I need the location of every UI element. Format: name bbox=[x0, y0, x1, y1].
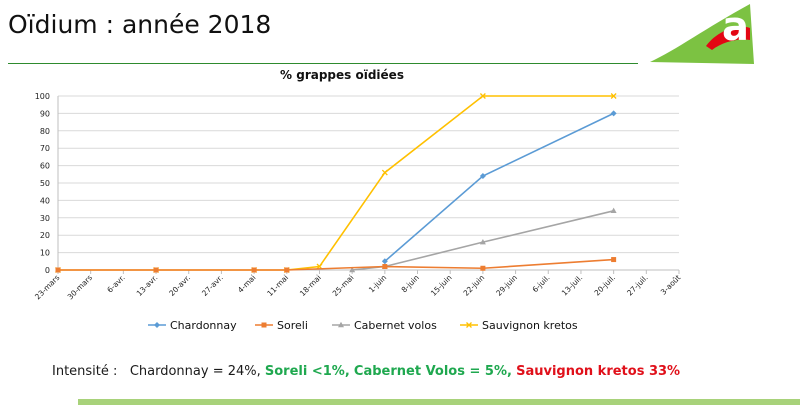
point-sauvignon-kretos bbox=[381, 169, 388, 176]
point-chardonnay bbox=[381, 258, 388, 265]
point-soreli bbox=[284, 267, 290, 273]
point-chardonnay bbox=[479, 173, 486, 180]
point-cabernet-volos bbox=[349, 266, 356, 273]
point-cabernet-volos bbox=[479, 238, 486, 245]
intensity-soreli: Soreli <1%, bbox=[264, 364, 350, 379]
logo-red-swoosh bbox=[706, 26, 750, 50]
point-soreli bbox=[251, 267, 257, 273]
point-soreli bbox=[382, 264, 388, 270]
y-tick-label: 0 bbox=[45, 266, 50, 275]
series-line-chardonnay bbox=[384, 112, 614, 262]
point-soreli bbox=[480, 265, 486, 271]
y-tick-label: 100 bbox=[35, 92, 50, 101]
x-tick-label: 22-juin bbox=[462, 273, 487, 298]
series-lines bbox=[55, 93, 617, 273]
x-tick-label: 23-mars bbox=[33, 273, 61, 301]
title-underline bbox=[8, 63, 638, 64]
y-tick-label: 90 bbox=[40, 109, 50, 118]
x-tick-label: 27-avr. bbox=[200, 273, 225, 298]
point-soreli bbox=[55, 267, 61, 273]
x-tick-label: 3-août bbox=[659, 273, 683, 297]
x-tick-label: 27-juil. bbox=[625, 273, 649, 297]
intensity-label: Intensité : bbox=[52, 364, 118, 379]
logo-letter: a bbox=[722, 4, 749, 50]
point-soreli bbox=[261, 322, 267, 328]
x-tick-label: 11-mai bbox=[265, 273, 290, 298]
x-tick-label: 8-juin bbox=[400, 273, 421, 294]
footer-bar bbox=[78, 399, 800, 405]
series-line-soreli bbox=[58, 258, 614, 271]
chart-title: % grappes oïdiées bbox=[280, 68, 404, 82]
x-tick-label: 4-mai bbox=[236, 273, 258, 295]
x-tick-label: 18-mai bbox=[298, 273, 323, 298]
slide-title: Oïdium : année 2018 bbox=[8, 10, 272, 39]
line-chart: % grappes oïdiées 0 10 20 30 40 50 60 70 80 90 100… bbox=[33, 68, 683, 332]
logo-green-swoosh bbox=[650, 4, 754, 64]
intensity-cabernet: Cabernet Volos = 5%, bbox=[353, 364, 512, 379]
y-tick-label: 40 bbox=[40, 196, 50, 205]
x-tick-label: 30-mars bbox=[66, 273, 94, 301]
intensity-line: Intensité : Chardonnay = 24%, Soreli <1%… bbox=[52, 364, 680, 379]
point-cabernet-volos bbox=[610, 207, 617, 214]
y-tick-label: 60 bbox=[40, 162, 50, 171]
x-tick-label: 6-juil. bbox=[531, 273, 552, 294]
x-tick-label: 25-mai bbox=[331, 273, 356, 298]
legend-label: Sauvignon kretos bbox=[482, 319, 578, 332]
point-sauvignon-kretos bbox=[610, 93, 617, 99]
y-tick-label: 80 bbox=[40, 127, 50, 136]
point-soreli bbox=[153, 267, 159, 273]
point-sauvignon-kretos bbox=[479, 93, 486, 99]
point-chardonnay bbox=[610, 110, 617, 117]
y-tick-label: 70 bbox=[40, 144, 50, 153]
legend-label: Cabernet volos bbox=[354, 319, 437, 332]
gridlines bbox=[58, 95, 679, 271]
point-chardonnay bbox=[154, 322, 160, 328]
point-sauvignon-kretos bbox=[466, 322, 472, 328]
legend-label: Soreli bbox=[277, 319, 308, 332]
y-tick-label: 50 bbox=[40, 179, 50, 188]
legend: Chardonnay Soreli Cabernet volos Sauvignon … bbox=[148, 319, 578, 332]
x-tick-label: 6-avr. bbox=[105, 273, 126, 294]
y-tick-label: 30 bbox=[40, 214, 50, 223]
brand-logo: a bbox=[650, 4, 754, 64]
point-cabernet-volos bbox=[338, 321, 344, 328]
x-tick-label: 20-avr. bbox=[167, 273, 192, 298]
series-line-cabernet-volos bbox=[352, 210, 614, 271]
x-tick-label: 29-juin bbox=[494, 273, 519, 298]
x-tick-label: 1-juin bbox=[367, 273, 388, 294]
x-tick-label: 20-juil. bbox=[593, 273, 617, 297]
intensity-sauvignon: Sauvignon kretos 33% bbox=[516, 364, 681, 379]
x-tick-label: 13-juil. bbox=[560, 273, 584, 297]
y-tick-label: 10 bbox=[40, 249, 50, 258]
intensity-chardonnay: Chardonnay = 24%, bbox=[129, 364, 261, 379]
y-tick-label: 20 bbox=[40, 231, 50, 240]
point-soreli bbox=[611, 257, 617, 263]
legend-label: Chardonnay bbox=[170, 319, 237, 332]
x-tick-label: 15-juin bbox=[429, 273, 454, 298]
x-tick-label: 13-avr. bbox=[135, 273, 160, 298]
